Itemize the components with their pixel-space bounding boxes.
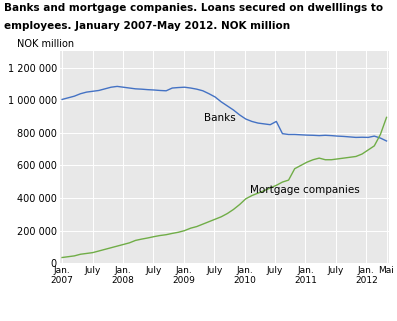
Text: Banks and mortgage companies. Loans secured on dwelllings to: Banks and mortgage companies. Loans secu… — [4, 3, 383, 13]
Text: Mortgage companies: Mortgage companies — [250, 185, 359, 195]
Text: Banks: Banks — [204, 113, 236, 124]
Text: employees. January 2007-May 2012. NOK million: employees. January 2007-May 2012. NOK mi… — [4, 21, 290, 31]
Text: NOK million: NOK million — [17, 39, 74, 49]
